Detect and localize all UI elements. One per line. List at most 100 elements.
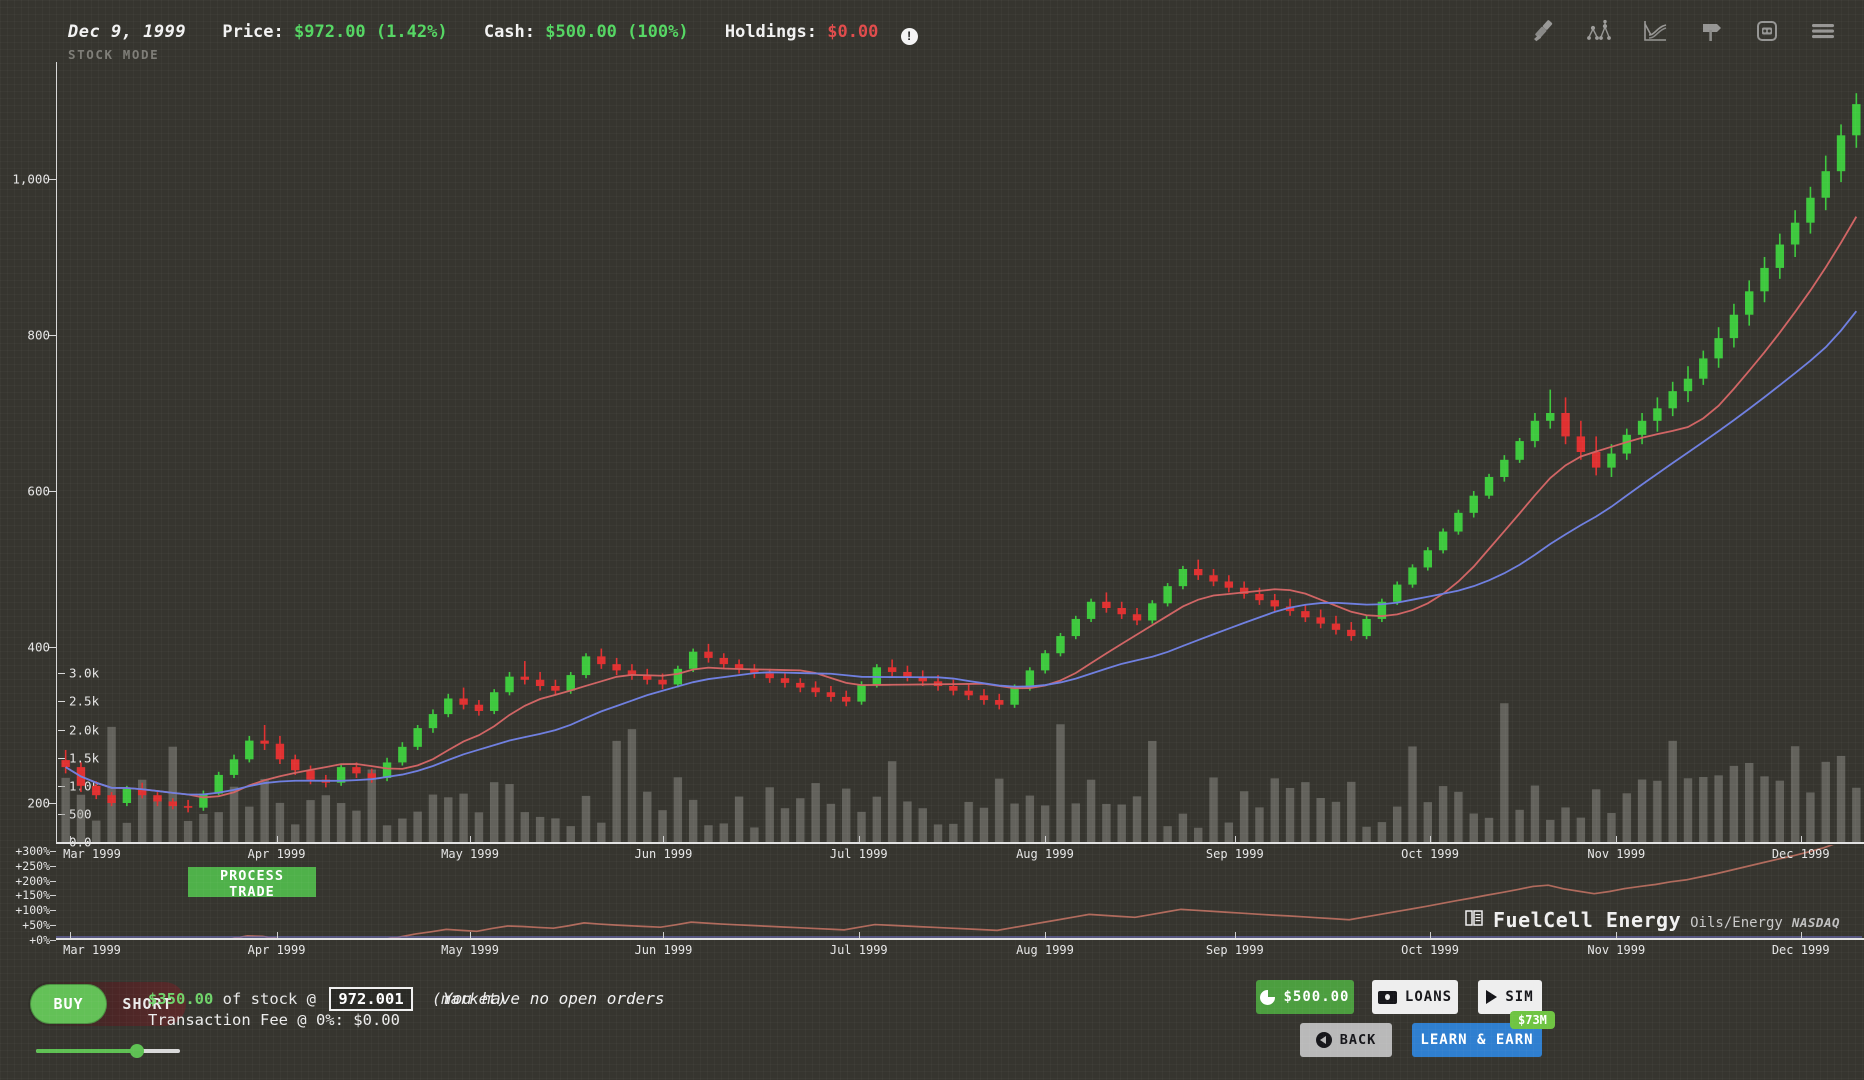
cash-button[interactable]: $500.00: [1256, 980, 1354, 1014]
percent-tick-mark: [50, 895, 56, 897]
line-chart-icon[interactable]: [1640, 16, 1670, 46]
price-tick-mark: [49, 179, 56, 180]
percent-plot: [56, 836, 1864, 941]
back-arrow-icon: [1315, 1032, 1332, 1048]
time-tick-label: Oct 1999: [1401, 943, 1459, 957]
loans-button[interactable]: LOANS: [1372, 980, 1458, 1014]
time-tick-label: Dec 1999: [1771, 847, 1830, 861]
stock-sector: Oils/Energy: [1690, 915, 1783, 931]
time-tick-mark: [1234, 836, 1236, 842]
order-amount: $350.00: [148, 990, 214, 1008]
price-tick-mark: [49, 491, 56, 492]
toolbar: [1528, 16, 1838, 46]
header-stats: Dec 9, 1999 Price: $972.00 (1.42%) Cash:…: [68, 22, 918, 45]
volume-tick-mark: [58, 757, 65, 759]
ma-fast-line: [65, 216, 1858, 799]
back-button[interactable]: BACK: [1300, 1023, 1392, 1057]
flag-signpost-icon[interactable]: [1696, 16, 1726, 46]
percent-tick-label: +150%: [15, 888, 50, 903]
candlestick-plot[interactable]: [58, 62, 1864, 842]
paintbrush-icon[interactable]: [1528, 16, 1558, 46]
volume-tick-label: 2.5k: [69, 693, 100, 709]
cash-label: Cash:: [483, 22, 536, 42]
percent-tick-mark: [50, 925, 56, 927]
volume-tick-label: 3.0k: [69, 665, 100, 681]
time-tick-mark: [1616, 836, 1618, 842]
time-tick-mark: [1430, 836, 1432, 842]
slider-knob[interactable]: [129, 1044, 144, 1058]
robot-icon[interactable]: [1752, 16, 1782, 46]
candlesticks: [61, 93, 1861, 813]
order-of-stock: of stock @: [222, 990, 316, 1008]
percent-tick-mark: [50, 865, 56, 867]
percent-tick-label: +100%: [15, 903, 50, 918]
volume-tick-label: 2.0k: [69, 722, 100, 737]
volume-bars: [61, 703, 1861, 842]
price-tick-mark: [49, 803, 56, 804]
hamburger-menu-icon[interactable]: [1808, 16, 1838, 46]
play-icon: [1486, 990, 1498, 1004]
time-tick-mark: [1616, 932, 1618, 938]
sim-button-label: SIM: [1505, 989, 1534, 1005]
time-tick-label: Mar 1999: [63, 943, 121, 957]
time-tick-label: May 1999: [441, 847, 499, 861]
time-axis-secondary: Mar 1999 Apr 1999 May 1999 Jun 1999 Jul 1999…: [56, 932, 1864, 964]
time-tick-label: Aug 1999: [1016, 943, 1074, 957]
time-tick-label: Jun 1999: [634, 847, 693, 861]
time-tick-label: Mar 1999: [63, 847, 121, 861]
percent-tick-label: +200%: [15, 873, 50, 888]
cash-value: $500.00: [545, 22, 617, 42]
sim-button[interactable]: SIM: [1478, 980, 1542, 1014]
side-toggle[interactable]: BUY SHORT: [28, 982, 186, 1026]
time-tick-label: Aug 1999: [1016, 847, 1074, 861]
volume-tick-mark: [58, 701, 65, 703]
stock-exchange: NASDAQ: [1791, 915, 1840, 930]
cash-percent: (100%): [627, 22, 689, 42]
price-tick-mark: [49, 647, 56, 648]
amount-slider[interactable]: [36, 1043, 180, 1059]
limit-price-input[interactable]: 972.001: [329, 987, 413, 1011]
percent-change-panel[interactable]: +300% +250% +200% +150% +100% +50% +0%: [0, 836, 1864, 947]
open-orders-message: You have no open orders: [443, 989, 665, 1008]
price-tick-label: 800: [27, 327, 50, 343]
percent-axis: +300% +250% +200% +150% +100% +50% +0%: [0, 844, 56, 947]
price-axis: 1,000 800 600 400 200: [0, 62, 56, 842]
slider-fill: [36, 1049, 137, 1053]
trade-bar: BUY SHORT $350.00 of stock @ 972.001 (ma…: [0, 965, 1864, 1080]
order-type-label: (market): [432, 990, 507, 1008]
time-tick-label: Nov 1999: [1587, 943, 1646, 957]
price-tick-label: 600: [27, 483, 50, 499]
time-tick-mark: [276, 836, 278, 842]
learn-reward-badge: $73M: [1510, 1011, 1555, 1029]
learn-button-label: LEARN & EARN: [1420, 1032, 1534, 1048]
book-icon: [1464, 909, 1484, 931]
percent-tick-mark: [50, 880, 56, 882]
price-label: Price:: [222, 22, 284, 42]
cash-button-label: $500.00: [1283, 989, 1350, 1005]
loans-button-label: LOANS: [1404, 989, 1453, 1005]
time-tick-mark: [663, 932, 665, 938]
time-tick-mark: [70, 836, 72, 842]
time-tick-label: Dec 1999: [1771, 943, 1830, 957]
pie-chart-icon: [1260, 989, 1276, 1005]
info-icon[interactable]: !: [900, 28, 918, 45]
price-tick-label: 200: [27, 795, 50, 811]
buy-button[interactable]: BUY: [30, 984, 107, 1024]
time-tick-label: Jul 1999: [829, 847, 888, 861]
holdings-value: $0.00: [827, 22, 879, 42]
volume-tick-mark: [58, 673, 65, 675]
time-axis-primary: Mar 1999 Apr 1999 May 1999 Jun 1999 Jul 1999…: [56, 836, 1864, 868]
time-tick-mark: [70, 932, 72, 938]
header-bar: Dec 9, 1999 Price: $972.00 (1.42%) Cash:…: [0, 0, 1864, 62]
price-tick-mark: [49, 335, 56, 336]
network-nodes-icon[interactable]: [1584, 16, 1614, 46]
time-tick-mark: [1800, 836, 1802, 842]
time-tick-label: Oct 1999: [1401, 847, 1459, 861]
process-trade-button[interactable]: PROCESS TRADE: [188, 867, 316, 900]
banknote-icon: [1377, 990, 1397, 1004]
time-tick-mark: [1044, 932, 1046, 938]
time-tick-mark: [1044, 836, 1046, 842]
axis-spine: [56, 62, 57, 842]
short-button[interactable]: SHORT: [122, 995, 173, 1013]
